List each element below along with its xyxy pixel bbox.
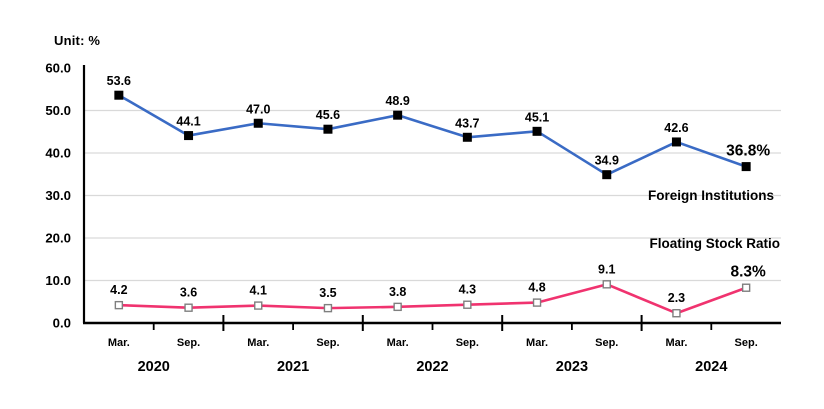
data-point-marker xyxy=(184,131,194,141)
data-label: 47.0 xyxy=(246,102,270,116)
x-axis-year-label: 2022 xyxy=(416,359,448,375)
data-point-marker xyxy=(532,298,542,307)
data-label: 4.1 xyxy=(250,284,267,298)
y-axis-tick-label: 60.0 xyxy=(45,61,71,76)
data-label: 36.8% xyxy=(726,143,770,160)
y-axis-tick-label: 10.0 xyxy=(45,273,71,288)
series-line-foreign-institutions xyxy=(118,94,747,176)
data-label: 3.5 xyxy=(319,286,336,300)
data-label: 4.2 xyxy=(110,283,127,297)
data-point-marker xyxy=(114,90,124,100)
data-label: 45.1 xyxy=(525,110,549,124)
y-axis-tick-label: 0.0 xyxy=(53,316,71,331)
x-axis-category-label: Mar. xyxy=(108,337,130,349)
data-point-marker xyxy=(462,132,472,142)
data-point-marker xyxy=(393,302,402,312)
data-point-marker xyxy=(463,300,472,309)
y-axis-tick-label: 40.0 xyxy=(45,146,71,161)
data-label: 53.6 xyxy=(107,74,131,88)
x-axis-category-label: Sep. xyxy=(177,337,200,349)
unit-label: Unit: % xyxy=(54,33,101,48)
series-line-floating-stock-ratio xyxy=(118,283,747,315)
x-axis-category-label: Mar. xyxy=(665,337,687,349)
data-label: 34.9 xyxy=(595,154,619,168)
x-axis-category-label: Sep. xyxy=(316,337,339,349)
data-label: 2.3 xyxy=(668,291,685,305)
series-label-floating-stock-ratio: Floating Stock Ratio xyxy=(649,236,780,251)
data-label: 8.3% xyxy=(730,264,766,281)
x-axis-category-label: Mar. xyxy=(387,337,409,349)
data-point-marker xyxy=(671,137,681,147)
y-axis-tick-label: 30.0 xyxy=(45,188,71,203)
x-axis-category-label: Sep. xyxy=(456,337,479,349)
data-label: 3.8 xyxy=(389,285,406,299)
x-axis-year-label: 2021 xyxy=(277,359,309,375)
x-axis-year-label: 2023 xyxy=(556,359,588,375)
data-point-marker xyxy=(254,301,263,310)
x-axis-year-label: 2020 xyxy=(138,359,170,375)
data-label: 9.1 xyxy=(598,262,615,276)
y-axis-tick-label: 20.0 xyxy=(45,231,71,246)
y-axis-tick-label: 50.0 xyxy=(45,103,71,118)
data-label: 45.6 xyxy=(316,108,340,122)
x-axis-category-label: Sep. xyxy=(595,337,618,349)
x-axis-category-label: Mar. xyxy=(247,337,269,349)
data-point-marker xyxy=(114,300,124,310)
data-label: 48.9 xyxy=(385,94,409,108)
data-point-marker xyxy=(602,280,611,289)
data-point-marker xyxy=(184,303,193,312)
data-point-marker xyxy=(323,124,333,134)
series-label-foreign-institutions: Foreign Institutions xyxy=(648,188,774,203)
data-point-marker xyxy=(532,126,542,136)
data-label: 44.1 xyxy=(176,115,200,129)
data-point-marker xyxy=(672,309,681,318)
data-point-marker xyxy=(393,110,403,120)
x-axis-category-label: Sep. xyxy=(735,337,758,349)
x-axis-year-label: 2024 xyxy=(695,359,727,375)
data-point-marker xyxy=(741,283,751,292)
data-point-marker xyxy=(323,303,333,313)
data-point-marker xyxy=(602,170,612,180)
data-point-marker xyxy=(741,162,751,172)
data-label: 3.6 xyxy=(180,286,197,300)
data-point-marker xyxy=(253,118,263,128)
data-label: 43.7 xyxy=(455,116,479,130)
data-label: 42.6 xyxy=(664,121,688,135)
x-axis-category-label: Mar. xyxy=(526,337,548,349)
data-label: 4.3 xyxy=(459,283,476,297)
data-label: 4.8 xyxy=(528,281,545,295)
